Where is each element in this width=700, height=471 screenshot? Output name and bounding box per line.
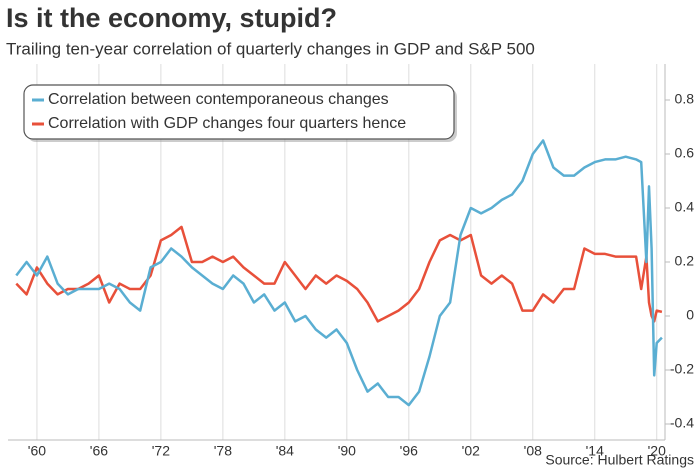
- line-series: [15, 139, 663, 407]
- y-tick-label: 0: [686, 307, 694, 323]
- y-tick-label: 0.4: [675, 199, 695, 215]
- x-tick-label: '20: [648, 443, 666, 459]
- x-tick-label: '66: [90, 443, 108, 459]
- x-tick-label: '96: [400, 443, 418, 459]
- x-tick-label: '60: [28, 443, 46, 459]
- y-tick-label: -0.2: [670, 361, 694, 377]
- line-series: [15, 225, 663, 323]
- legend-box: [23, 84, 455, 140]
- y-tick-label: -0.4: [670, 415, 694, 431]
- legend-label: Correlation between contemporaneous chan…: [48, 91, 389, 108]
- x-tick-label: '14: [586, 443, 604, 459]
- x-tick-label: '90: [338, 443, 356, 459]
- y-tick-label: 0.8: [675, 91, 695, 107]
- x-tick-label: '84: [276, 443, 294, 459]
- y-tick-label: 0.2: [675, 253, 695, 269]
- y-tick-label: 0.6: [675, 145, 695, 161]
- x-tick-label: '08: [524, 443, 542, 459]
- legend-label: Correlation with GDP changes four quarte…: [48, 115, 406, 132]
- x-tick-label: '72: [152, 443, 170, 459]
- source: Source: Hulbert Ratings: [545, 452, 694, 468]
- chart-subtitle: Trailing ten-year correlation of quarter…: [6, 39, 535, 58]
- x-tick-label: '02: [462, 443, 480, 459]
- chart-title: Is it the economy, stupid?: [6, 3, 337, 33]
- x-tick-label: '78: [214, 443, 232, 459]
